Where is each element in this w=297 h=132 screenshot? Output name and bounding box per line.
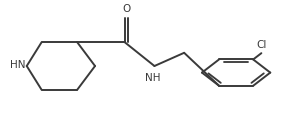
Text: NH: NH [145,73,161,83]
Text: O: O [122,4,131,14]
Text: Cl: Cl [257,40,267,50]
Text: HN: HN [10,60,25,70]
